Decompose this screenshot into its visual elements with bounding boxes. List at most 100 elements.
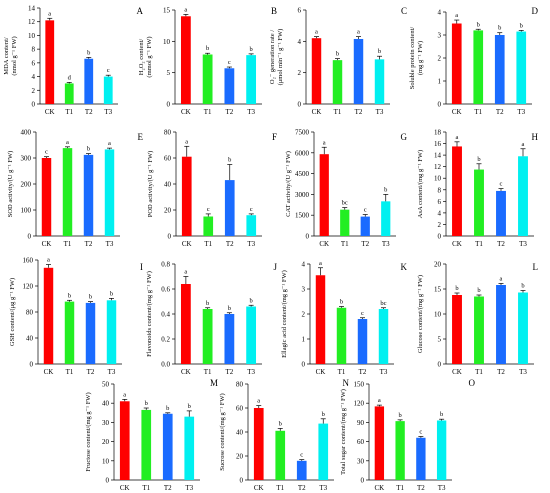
x-tick-label: T2 (496, 108, 504, 116)
y-tick-label: 0.6 (161, 286, 170, 294)
y-tick-label: 0 (438, 101, 442, 109)
y-tick-label: 12 (28, 18, 36, 26)
y-tick-label: 120 (354, 400, 365, 408)
significance-letter: a (522, 141, 525, 148)
chart-panel-b: 0 5 10 15 H₂O₂ content/(mmol g⁻¹ FW) a CK b T1 c T… (138, 6, 277, 116)
chart-panel-k: 0 1 2 3 4 Ellagic acid content/(mg g⁻¹ FW) a CK… (281, 260, 408, 376)
chart-panel-o: 0 30 60 90 120 150 Total sugar content/(mg g⁻¹… (340, 378, 476, 492)
y-tick-label: 15 (434, 286, 442, 294)
significance-letter: a (48, 10, 51, 17)
bar-m-t3 (184, 416, 195, 480)
bar-g-t1 (340, 209, 350, 236)
bar-o-t2 (416, 437, 426, 480)
x-tick-label: T3 (519, 368, 527, 376)
significance-letter: b (228, 157, 231, 164)
y-axis-label: (μmol min⁻¹ g⁻¹ FW) (277, 29, 284, 86)
y-axis-label: Soluble protein content/ (409, 27, 416, 90)
y-axis-label: (mmol g⁻¹ FW) (146, 36, 153, 77)
bar-k-t2 (357, 319, 368, 364)
x-tick-label: T1 (341, 240, 349, 248)
y-tick-label: 10 (163, 38, 171, 46)
panel-label: C (401, 6, 407, 16)
x-tick-label: T3 (438, 484, 446, 492)
x-tick-label: T1 (66, 368, 74, 376)
bar-c-t2 (353, 38, 364, 104)
y-tick-label: 6 (438, 198, 442, 206)
significance-letter: b (166, 405, 169, 412)
panel-label: N (343, 378, 350, 388)
bar-c-t3 (374, 59, 385, 104)
bar-m-ck (119, 401, 130, 480)
y-tick-label: 5 (438, 336, 442, 344)
significance-letter: a (378, 397, 381, 404)
panel-label: I (140, 262, 143, 272)
y-tick-label: 30 (102, 419, 110, 427)
y-tick-label: 6 (298, 7, 302, 15)
y-tick-label: 3000 (295, 191, 310, 199)
significance-letter: b (521, 283, 524, 290)
x-tick-label: T2 (87, 368, 95, 376)
significance-letter: b (498, 25, 501, 32)
y-tick-label: 6000 (295, 149, 310, 157)
y-tick-label: 40 (164, 181, 172, 189)
y-tick-label: 150 (354, 381, 365, 389)
y-tick-label: 2 (438, 221, 442, 229)
bar-l-ck (452, 295, 462, 364)
y-tick-label: 14 (28, 5, 36, 13)
significance-letter: a (184, 6, 187, 13)
significance-letter: c (207, 206, 210, 213)
y-tick-label: 10 (102, 457, 110, 465)
significance-letter: c (228, 59, 231, 66)
significance-letter: c (361, 310, 364, 317)
y-tick-label: 0 (438, 233, 442, 241)
bar-b-t1 (202, 54, 213, 104)
panel-label: M (210, 378, 218, 388)
significance-letter: b (520, 22, 523, 29)
bar-a-t1 (64, 83, 74, 104)
bar-b-t3 (246, 55, 257, 104)
y-tick-label: 1 (302, 336, 306, 344)
y-axis-label: (nmol g⁻¹ FW) (11, 36, 18, 75)
panel-label: B (271, 6, 277, 16)
x-tick-label: T3 (185, 484, 193, 492)
bar-n-t3 (318, 423, 329, 480)
bar-o-ck (374, 406, 385, 480)
y-tick-label: 4 (438, 209, 442, 217)
bar-k-t1 (336, 307, 347, 364)
y-tick-label: 0 (32, 101, 36, 109)
y-axis-label: Flavonoids content/(mg g⁻¹ FW) (146, 271, 153, 357)
significance-letter: a (66, 139, 69, 146)
x-tick-label: T3 (519, 240, 527, 248)
significance-letter: a (123, 391, 126, 398)
significance-letter: a (319, 260, 322, 267)
y-tick-label: 18 (434, 129, 442, 137)
significance-letter: bc (342, 200, 348, 207)
y-tick-label: 3 (438, 32, 442, 40)
x-tick-label: T3 (380, 368, 388, 376)
bar-m-t2 (162, 413, 173, 480)
y-tick-label: 60 (236, 405, 244, 413)
y-tick-label: 40 (26, 335, 34, 343)
x-tick-label: CK (42, 240, 52, 248)
bar-h-ck (452, 146, 462, 236)
x-tick-label: T1 (396, 484, 404, 492)
y-tick-label: 60 (164, 155, 172, 163)
x-tick-label: T3 (247, 368, 255, 376)
y-tick-label: 12 (434, 163, 442, 171)
x-tick-label: T2 (164, 484, 172, 492)
bar-o-t1 (395, 421, 405, 480)
bar-d-t2 (494, 35, 505, 104)
bar-j-t1 (202, 309, 213, 364)
x-tick-label: CK (316, 368, 326, 376)
significance-letter: b (279, 420, 282, 427)
y-tick-label: 0 (438, 361, 442, 369)
x-tick-label: T3 (319, 484, 327, 492)
y-tick-label: 2 (302, 311, 306, 319)
significance-letter: b (440, 411, 443, 418)
significance-letter: c (500, 181, 503, 188)
x-tick-label: T1 (338, 368, 346, 376)
y-tick-label: 2 (32, 87, 36, 95)
x-tick-label: T2 (225, 368, 233, 376)
y-tick-label: 20 (102, 438, 110, 446)
significance-letter: b (228, 305, 231, 312)
